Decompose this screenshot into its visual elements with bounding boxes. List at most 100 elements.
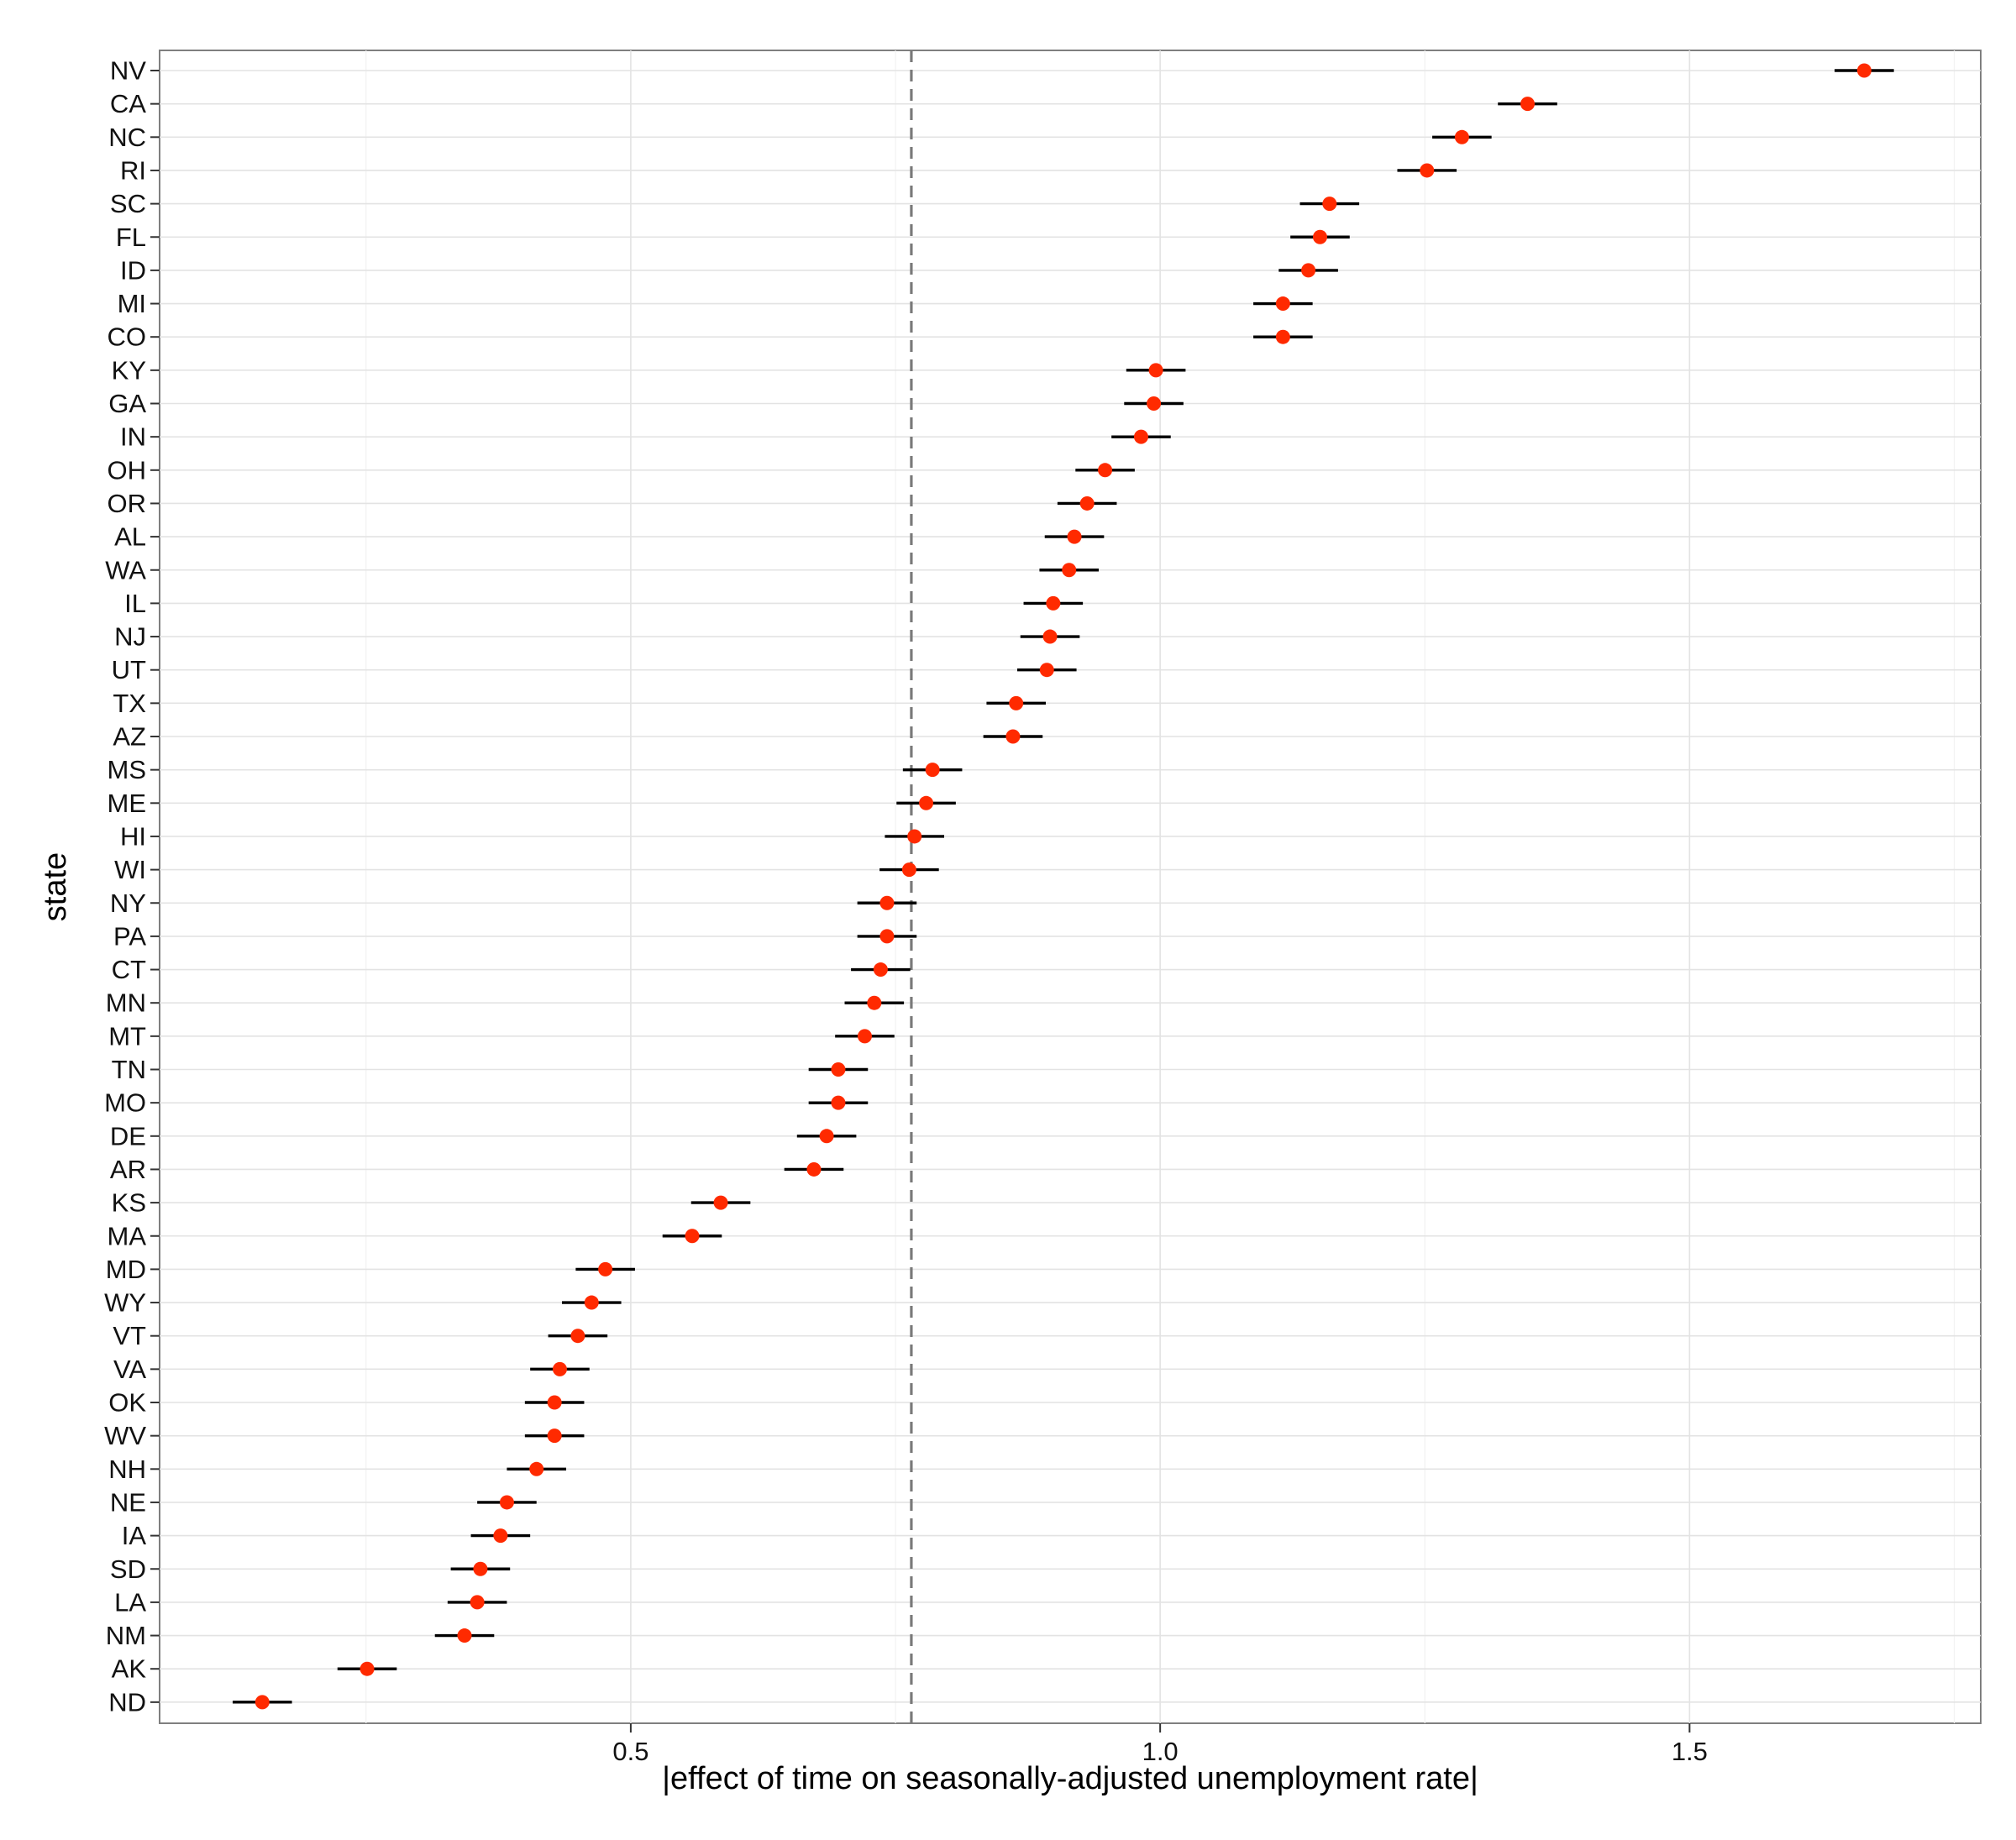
- point-hi: [907, 829, 922, 844]
- y-tick-label-ma: MA: [108, 1221, 147, 1250]
- point-nh: [529, 1461, 544, 1476]
- point-nd: [255, 1695, 270, 1710]
- y-tick-label-mo: MO: [104, 1088, 146, 1118]
- plot-panel: [159, 50, 1982, 1724]
- point-va: [552, 1361, 567, 1376]
- point-mn: [867, 995, 882, 1010]
- point-ia: [493, 1528, 508, 1544]
- data-marks: [232, 63, 1894, 1710]
- point-ma: [685, 1229, 700, 1244]
- point-mt: [857, 1029, 872, 1044]
- point-il: [1046, 595, 1061, 611]
- y-tick-label-la: LA: [114, 1587, 146, 1617]
- y-tick-label-wi: WI: [114, 855, 146, 884]
- point-mi: [1275, 296, 1290, 312]
- point-co: [1275, 329, 1290, 344]
- y-tick-label-ny: NY: [110, 889, 146, 918]
- point-fl: [1312, 229, 1327, 244]
- y-tick-label-sd: SD: [110, 1554, 146, 1584]
- point-wv: [547, 1428, 562, 1444]
- y-tick-label-wy: WY: [104, 1288, 146, 1318]
- point-tn: [831, 1062, 846, 1077]
- point-ca: [1520, 97, 1536, 112]
- point-id: [1301, 263, 1316, 278]
- y-tick-label-in: IN: [120, 422, 146, 452]
- y-tick-label-or: OR: [108, 489, 147, 518]
- point-az: [1005, 729, 1021, 744]
- y-tick-label-az: AZ: [113, 722, 146, 752]
- y-tick-label-sc: SC: [110, 189, 146, 218]
- point-de: [819, 1129, 834, 1144]
- y-tick-label-mt: MT: [108, 1021, 146, 1051]
- y-tick-label-ks: KS: [112, 1188, 146, 1218]
- y-tick-label-tx: TX: [113, 689, 146, 718]
- y-tick-label-mi: MI: [118, 289, 146, 318]
- y-tick-label-id: ID: [120, 255, 146, 285]
- y-tick-label-ok: OK: [108, 1388, 146, 1418]
- y-tick-label-nv: NV: [110, 56, 146, 86]
- y-tick-label-ca: CA: [110, 89, 146, 118]
- point-ct: [873, 962, 888, 978]
- y-tick-label-ut: UT: [112, 655, 146, 684]
- y-tick-label-nd: ND: [108, 1687, 146, 1717]
- point-wi: [901, 862, 916, 878]
- point-in: [1133, 429, 1148, 444]
- y-tick-label-va: VA: [113, 1355, 146, 1384]
- y-tick-label-de: DE: [110, 1121, 146, 1151]
- y-tick-label-ms: MS: [108, 755, 147, 784]
- y-tick-label-ar: AR: [110, 1155, 146, 1184]
- y-tick-label-ne: NE: [110, 1487, 146, 1517]
- x-tick-label: 0.5: [612, 1737, 648, 1766]
- point-nj: [1042, 629, 1058, 644]
- point-me: [919, 795, 934, 810]
- y-axis-title: state: [38, 852, 73, 921]
- y-tick-label-al: AL: [114, 522, 146, 552]
- point-sc: [1322, 197, 1337, 212]
- point-al: [1067, 529, 1082, 544]
- y-tick-label-ct: CT: [112, 955, 146, 984]
- point-ok: [547, 1395, 562, 1410]
- point-oh: [1098, 463, 1113, 478]
- y-tick-label-ri: RI: [120, 155, 146, 185]
- y-tick-label-nj: NJ: [114, 622, 146, 652]
- y-tick-label-fl: FL: [116, 223, 146, 252]
- point-nc: [1454, 129, 1469, 144]
- y-tick-label-hi: HI: [120, 821, 146, 851]
- x-tick-label: 1.5: [1672, 1737, 1708, 1766]
- point-ks: [713, 1195, 728, 1210]
- point-nv: [1856, 63, 1872, 78]
- point-ny: [879, 895, 895, 910]
- y-tick-label-nh: NH: [108, 1455, 146, 1484]
- point-sd: [473, 1561, 488, 1576]
- y-tick-label-ga: GA: [108, 389, 146, 418]
- y-tick-label-ky: KY: [112, 355, 146, 385]
- point-ms: [925, 763, 940, 778]
- point-mo: [831, 1095, 846, 1110]
- point-wa: [1062, 563, 1077, 578]
- y-tick-label-me: ME: [108, 789, 147, 818]
- point-ga: [1147, 396, 1162, 411]
- point-tx: [1009, 695, 1024, 710]
- point-la: [470, 1595, 485, 1610]
- point-ne: [499, 1495, 514, 1510]
- y-tick-label-tn: TN: [112, 1055, 146, 1084]
- y-tick-label-mn: MN: [106, 988, 146, 1018]
- point-md: [598, 1261, 613, 1276]
- x-axis-title: |effect of time on seasonally-adjusted u…: [662, 1761, 1478, 1796]
- point-vt: [570, 1329, 585, 1344]
- y-tick-label-pa: PA: [113, 921, 146, 951]
- point-ky: [1148, 363, 1163, 378]
- point-ri: [1420, 163, 1435, 178]
- y-tick-label-wv: WV: [104, 1421, 146, 1450]
- point-ar: [806, 1161, 822, 1177]
- point-ak: [360, 1661, 375, 1676]
- point-or: [1079, 495, 1095, 511]
- x-axis: 0.5 1.0 1.5: [612, 1723, 1708, 1766]
- y-tick-label-nc: NC: [108, 123, 146, 152]
- y-tick-label-il: IL: [124, 589, 146, 618]
- point-ut: [1039, 663, 1054, 678]
- y-tick-label-vt: VT: [113, 1321, 146, 1350]
- y-tick-label-oh: OH: [108, 455, 147, 485]
